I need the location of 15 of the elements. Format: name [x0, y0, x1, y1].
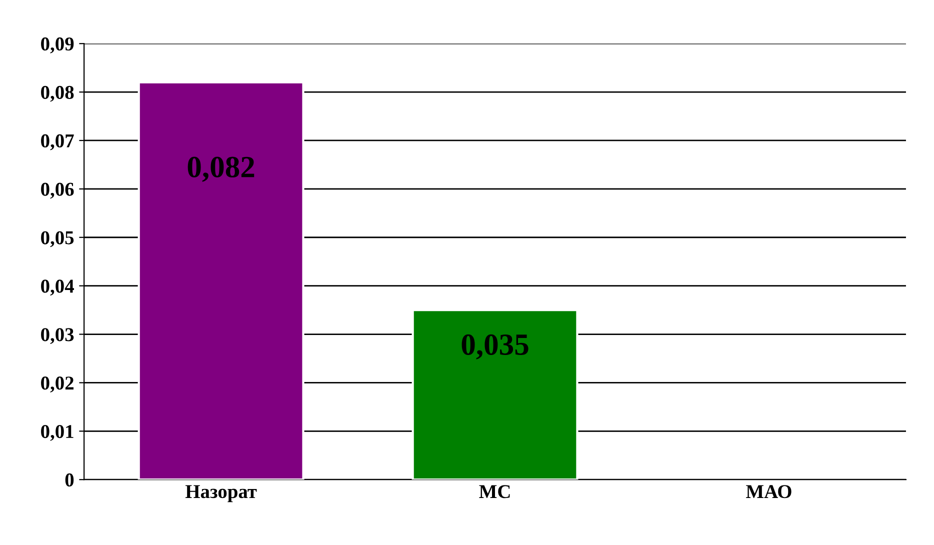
- x-tick-label: МС: [479, 485, 510, 498]
- y-tick-label: 0,04: [41, 280, 74, 296]
- y-tick-label: 0,06: [41, 182, 74, 199]
- x-tick-label: Назорат: [185, 485, 257, 502]
- y-tick-label: 0,03: [41, 328, 74, 344]
- y-tick-label: 0,01: [41, 424, 74, 441]
- data-label: 0,035: [462, 334, 528, 360]
- y-tick-label: 0,09: [41, 37, 74, 54]
- y-tick-label: 0,07: [41, 134, 74, 150]
- data-label: 0,082: [188, 156, 254, 182]
- y-tick-label: 0,02: [41, 376, 74, 392]
- y-tick-label: 0,05: [41, 231, 74, 248]
- y-tick-label: 0,08: [41, 86, 74, 102]
- y-tick-label: 0: [65, 473, 74, 487]
- x-tick-label: МАО: [746, 485, 792, 498]
